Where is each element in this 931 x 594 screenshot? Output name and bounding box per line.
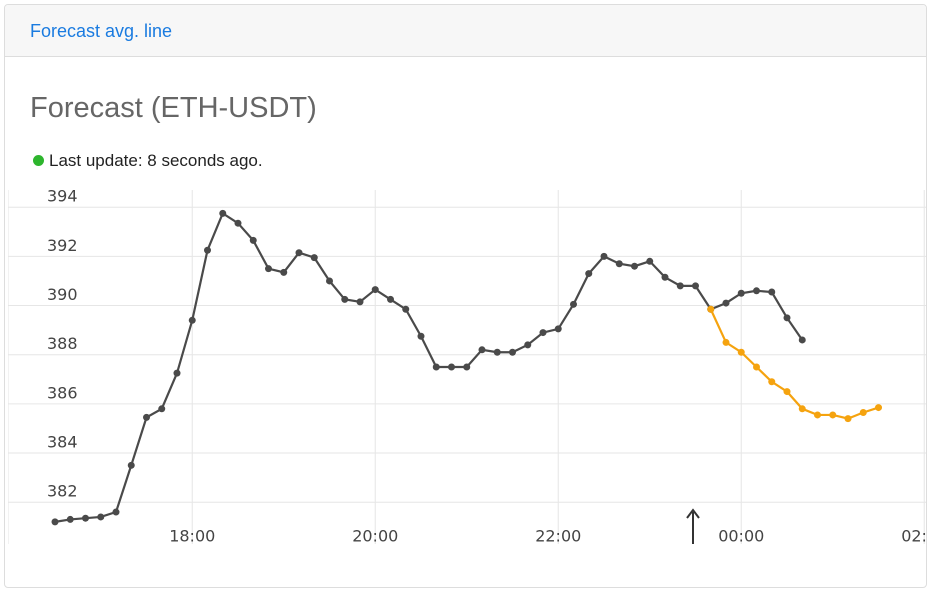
- data-point: [97, 513, 105, 521]
- data-point: [219, 209, 227, 217]
- data-point: [417, 332, 425, 340]
- card-header: Forecast avg. line: [5, 5, 926, 57]
- data-point: [341, 295, 349, 303]
- y-tick-label: 386: [47, 383, 78, 402]
- y-tick-label: 392: [47, 236, 78, 255]
- data-point: [478, 346, 486, 354]
- data-point: [82, 514, 89, 522]
- data-point: [173, 369, 181, 377]
- data-point: [875, 404, 882, 412]
- data-point: [66, 515, 74, 523]
- data-point: [432, 363, 440, 371]
- plot: 382 384 386 388 390 392 394 18:00 20:00 22:00 00:0…: [8, 187, 931, 546]
- data-point: [570, 300, 577, 308]
- data-point: [798, 336, 806, 344]
- x-tick-label: 18:00: [169, 527, 215, 546]
- y-tick-label: 382: [47, 482, 78, 501]
- data-point: [509, 348, 516, 356]
- data-point: [737, 289, 745, 297]
- status: Last update: 8 seconds ago.: [33, 151, 263, 171]
- data-point: [539, 329, 547, 337]
- data-point: [112, 508, 120, 516]
- data-point: [448, 363, 455, 371]
- data-point: [829, 411, 837, 419]
- data-point: [51, 518, 59, 526]
- data-point: [692, 282, 699, 290]
- data-point: [356, 298, 364, 306]
- data-point: [371, 286, 379, 294]
- data-point: [463, 363, 471, 371]
- data-point: [249, 236, 257, 244]
- series-line: [54, 211, 804, 523]
- data-point: [234, 219, 242, 227]
- data-point: [814, 411, 821, 419]
- data-point: [859, 408, 867, 416]
- data-point: [722, 338, 730, 346]
- data-point: [204, 246, 211, 254]
- data-point: [127, 461, 135, 469]
- data-point: [143, 413, 150, 421]
- data-point: [631, 262, 638, 270]
- heading: Forecast (ETH-USDT): [30, 92, 317, 124]
- data-point: [585, 270, 593, 278]
- status-text: Last update: 8 seconds ago.: [49, 151, 263, 170]
- data-point: [402, 305, 410, 313]
- data-point: [768, 378, 776, 386]
- data-point: [387, 295, 394, 303]
- y-tick-label: 384: [47, 433, 78, 452]
- data-point: [188, 316, 196, 324]
- data-point: [600, 252, 608, 260]
- forecast-link[interactable]: Forecast avg. line: [30, 21, 173, 41]
- x-tick-label: 20:00: [352, 527, 398, 546]
- series-line: [709, 308, 879, 420]
- card: Forecast avg. line Forecast (ETH-USDT) L…: [4, 4, 927, 588]
- data-point: [265, 265, 272, 273]
- data-point: [661, 273, 669, 281]
- data-point: [310, 254, 318, 262]
- data-point: [722, 299, 730, 307]
- x-tick-label: 02:00: [901, 527, 931, 546]
- data-point: [493, 348, 501, 356]
- y-tick-label: 394: [47, 187, 78, 206]
- data-point: [615, 260, 623, 268]
- data-point: [295, 249, 303, 257]
- x-tick-label: 22:00: [535, 527, 581, 546]
- data-point: [326, 277, 333, 285]
- y-tick-label: 390: [47, 285, 78, 304]
- data-point: [844, 415, 852, 423]
- data-point: [158, 405, 166, 413]
- y-tick-label: 388: [47, 334, 78, 353]
- data-point: [676, 282, 684, 290]
- data-point: [737, 348, 745, 356]
- data-point: [554, 325, 562, 333]
- data-point: [783, 388, 791, 396]
- x-tick-label: 00:00: [718, 527, 764, 546]
- data-point: [753, 287, 760, 295]
- data-point: [753, 363, 760, 371]
- status-dot: [33, 155, 44, 166]
- arrow: [686, 508, 700, 544]
- data-point: [798, 405, 806, 413]
- data-point: [524, 341, 532, 349]
- data-point: [768, 288, 776, 296]
- data-point: [707, 305, 715, 313]
- data-point: [783, 314, 791, 322]
- data-point: [646, 257, 654, 265]
- data-point: [280, 268, 288, 276]
